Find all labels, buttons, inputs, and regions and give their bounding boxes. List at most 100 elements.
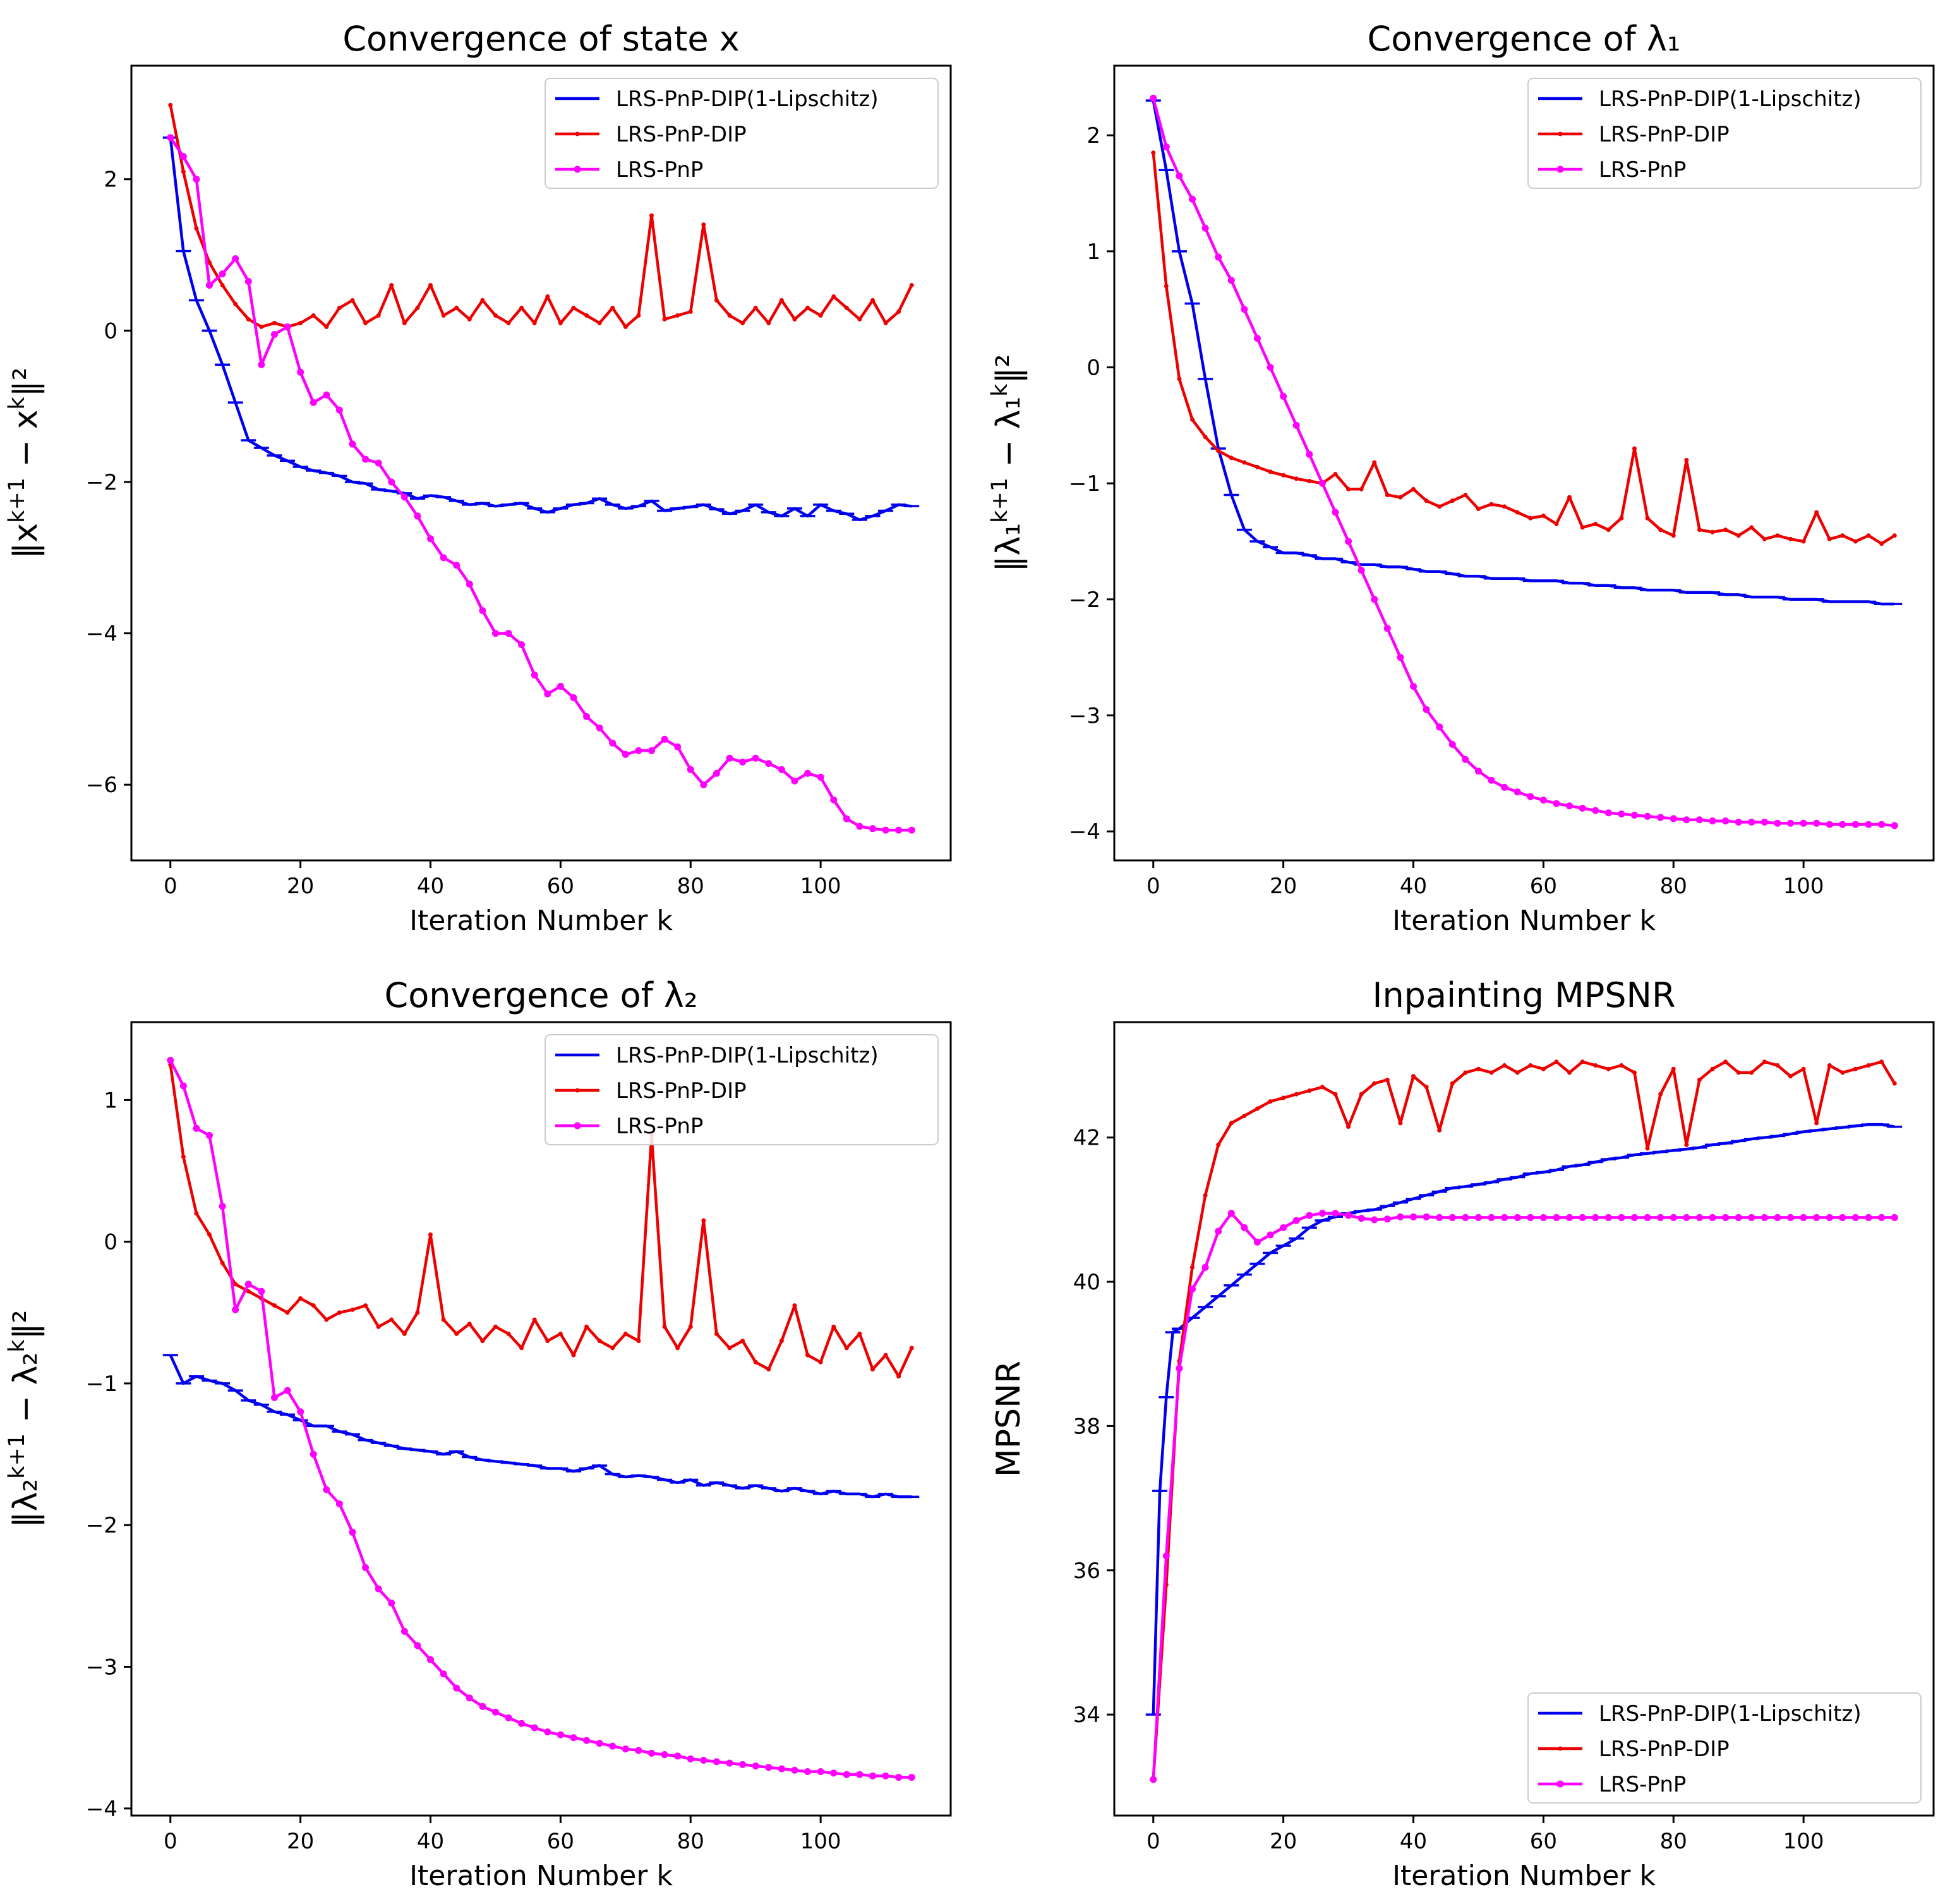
data-point (1528, 515, 1533, 521)
data-point (298, 320, 303, 325)
y-tick-label: 1 (104, 1088, 117, 1113)
series-line-lrs-pnp (1152, 1212, 1895, 1780)
data-point (1333, 471, 1338, 476)
data-point (194, 226, 199, 231)
data-point (1462, 1214, 1469, 1221)
data-point (272, 1303, 277, 1308)
data-point (1476, 1066, 1481, 1071)
data-point (428, 1232, 433, 1237)
data-point (1463, 493, 1468, 498)
data-point (1423, 1213, 1430, 1220)
data-point (1514, 1214, 1521, 1221)
data-point (1515, 1070, 1520, 1075)
data-point (636, 1339, 641, 1344)
data-point (1372, 1081, 1377, 1086)
data-point (570, 694, 577, 701)
data-point (739, 1761, 747, 1768)
data-point (311, 313, 316, 318)
data-point (1424, 498, 1429, 503)
data-point (909, 1346, 914, 1351)
data-point (583, 1737, 591, 1744)
data-point (323, 391, 330, 399)
x-tick-label: 40 (417, 874, 444, 899)
y-axis-label: ‖xk+1 − xk‖² (4, 367, 45, 558)
data-point (739, 758, 747, 766)
data-point (453, 562, 460, 569)
data-point (622, 750, 629, 758)
data-point (1567, 1070, 1572, 1075)
plot-area (130, 1021, 952, 1817)
data-point (506, 1331, 511, 1336)
data-point (1800, 819, 1807, 827)
legend-marker (1558, 1746, 1563, 1751)
y-axis-label: ‖λ₂k+1 − λ₂k‖² (4, 1310, 45, 1528)
legend-marker (1556, 1780, 1564, 1788)
data-point (610, 305, 615, 310)
data-point (453, 1684, 460, 1692)
data-point (571, 1353, 576, 1358)
data-point (493, 1324, 498, 1329)
data-point (545, 1339, 550, 1344)
data-point (1424, 1085, 1429, 1090)
data-point (1826, 821, 1833, 828)
data-point (1227, 277, 1235, 284)
data-point (583, 713, 591, 720)
data-point (647, 747, 655, 754)
data-point (1851, 821, 1859, 828)
series-line-lrs-pnp (169, 1059, 912, 1779)
data-point (1307, 478, 1312, 483)
data-point (844, 1346, 849, 1351)
data-point (870, 1367, 875, 1371)
x-tick-label: 20 (287, 874, 314, 899)
data-point (219, 270, 226, 277)
data-point (1684, 457, 1689, 462)
data-point (518, 641, 526, 649)
data-point (844, 305, 849, 310)
data-point (284, 323, 291, 330)
data-point (1292, 1217, 1300, 1224)
data-point (362, 455, 370, 463)
data-point (662, 316, 667, 322)
data-point (675, 1346, 680, 1351)
data-point (337, 305, 342, 310)
data-point (298, 1296, 303, 1301)
data-point (285, 1310, 290, 1315)
data-point (493, 313, 498, 318)
data-point (778, 766, 785, 773)
data-point (1294, 476, 1299, 481)
data-point (376, 1324, 381, 1329)
data-point (1488, 1214, 1495, 1221)
data-point (752, 1762, 759, 1769)
data-point (1644, 812, 1651, 820)
data-point (908, 1773, 915, 1781)
data-point (466, 1694, 473, 1702)
data-point (207, 1232, 212, 1237)
legend: LRS-PnP-DIP(1-Lipschitz) LRS-PnP-DIP LRS-P… (545, 1034, 939, 1145)
data-point (454, 1331, 459, 1336)
plot-area (130, 64, 952, 862)
data-point (400, 493, 408, 501)
data-point (244, 1280, 252, 1288)
data-point (1695, 816, 1703, 824)
data-point (454, 305, 459, 310)
data-point (1710, 529, 1715, 534)
data-point (1371, 596, 1378, 603)
data-point (532, 320, 537, 325)
data-point (1385, 1077, 1390, 1082)
data-point (1801, 539, 1806, 544)
data-point (804, 1768, 812, 1775)
data-point (1670, 1214, 1677, 1221)
data-point (1164, 284, 1169, 289)
series-line-lrs-pnp-dip (1152, 1060, 1896, 1780)
data-point (818, 313, 823, 318)
data-point (1644, 1214, 1651, 1221)
data-point (349, 440, 356, 448)
data-point (1619, 1063, 1624, 1068)
data-point (1307, 1088, 1312, 1093)
data-point (857, 316, 862, 322)
legend-label: LRS-PnP (616, 1114, 703, 1139)
data-point (869, 1772, 876, 1780)
data-point (1359, 1092, 1364, 1097)
data-point (1359, 486, 1364, 491)
data-point (1292, 421, 1300, 429)
